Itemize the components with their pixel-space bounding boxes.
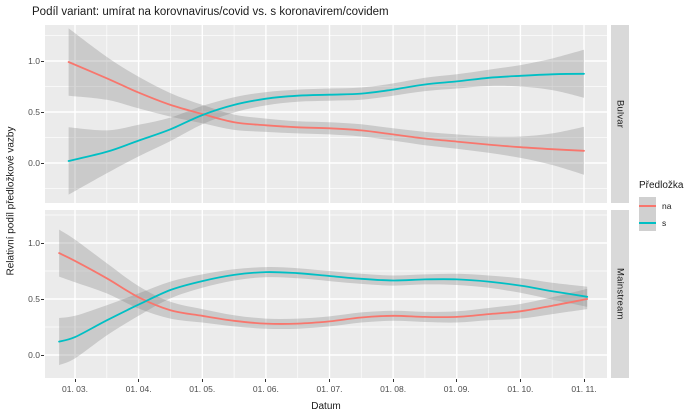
y-tick-label: 0.0 <box>28 350 40 360</box>
x-axis-title: Datum <box>311 401 341 412</box>
y-tick-label: 0.0 <box>28 158 40 168</box>
legend-key-swatch <box>639 197 656 214</box>
x-tick-label: 01. 04. <box>125 384 152 394</box>
y-tick-mark <box>41 111 44 113</box>
panel-mainstream <box>45 210 607 378</box>
legend-item-label: s <box>662 217 667 228</box>
facet-strip-label: Mainstream <box>614 268 626 320</box>
legend-key-line-icon <box>639 204 656 207</box>
panel-chart-bulvar <box>45 25 607 203</box>
smooth-line-s <box>58 271 589 343</box>
facet-strip-mainstream: Mainstream <box>611 210 629 378</box>
plot-title: Podíl variant: umírat na korovnavirus/co… <box>32 6 389 18</box>
x-tick-label: 01. 10. <box>507 384 534 394</box>
legend-item-na: na <box>639 197 683 214</box>
x-tick-mark <box>138 379 140 382</box>
y-tick-label: 0.5 <box>28 107 40 117</box>
facet-strip-label: Bulvar <box>614 99 626 129</box>
y-axis-title: Relativní podíl předložkové vazby <box>5 126 17 276</box>
legend-title: Předložka <box>639 180 684 191</box>
x-tick-mark <box>201 379 203 382</box>
panel-bulvar <box>45 25 607 203</box>
y-tick-mark <box>41 354 44 356</box>
x-tick-mark <box>583 379 585 382</box>
y-tick-label: 1.0 <box>28 56 40 66</box>
legend-key-line-icon <box>639 221 656 224</box>
x-tick-mark <box>74 379 76 382</box>
legend-rows: na s <box>639 197 683 231</box>
panel-chart-mainstream <box>45 210 607 378</box>
legend-item-label: na <box>662 200 672 211</box>
y-tick-mark <box>41 162 44 164</box>
x-tick-label: 01. 09. <box>443 384 470 394</box>
confidence-ribbon-na <box>68 28 585 175</box>
x-tick-mark <box>329 379 330 382</box>
y-tick-label: 1.0 <box>28 238 40 248</box>
x-tick-mark <box>265 379 267 382</box>
x-tick-label: 01. 05. <box>189 384 216 394</box>
x-tick-label: 01. 06. <box>252 384 279 394</box>
y-tick-mark <box>41 242 44 244</box>
legend-key-swatch <box>639 214 656 231</box>
x-tick-mark <box>519 379 521 382</box>
smooth-line-na <box>67 61 585 152</box>
x-tick-label: 01. 08. <box>380 384 407 394</box>
y-tick-label: 0.5 <box>28 294 40 304</box>
x-tick-label: 01. 03. <box>62 384 88 394</box>
facet-strip-bulvar: Bulvar <box>611 25 629 203</box>
legend-item-s: s <box>639 214 683 231</box>
x-tick-label: 01. 11. <box>571 384 597 394</box>
y-tick-mark <box>41 60 44 62</box>
x-tick-mark <box>456 379 458 382</box>
x-tick-mark <box>392 379 394 382</box>
x-tick-label: 01. 07. <box>316 384 343 394</box>
y-tick-mark <box>41 298 44 300</box>
smooth-line-s <box>67 72 585 162</box>
confidence-ribbon-s <box>68 49 585 195</box>
legend: Předložka na s <box>639 180 683 231</box>
smooth-line-na <box>58 252 589 325</box>
